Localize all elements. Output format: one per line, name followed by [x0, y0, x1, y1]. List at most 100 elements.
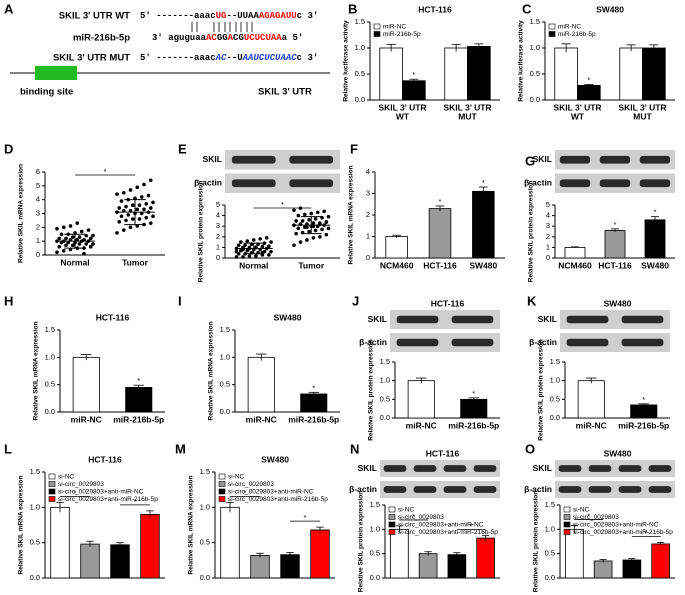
data-point [61, 249, 66, 253]
data-point [144, 215, 149, 220]
data-point [302, 212, 307, 217]
y-tick-label: 4 [36, 195, 40, 204]
legend-swatch [548, 31, 556, 37]
bar [564, 246, 586, 259]
y-tick-label: 0.5 [380, 394, 390, 403]
data-point [296, 213, 301, 218]
sequence-segment: 5' -------aaac [140, 11, 216, 21]
data-point [77, 235, 82, 239]
data-point [91, 242, 95, 246]
legend-label: si-NC [398, 507, 415, 514]
legend-label: si-circ_0029803 [398, 514, 444, 521]
x-tick-label: MUT [458, 111, 477, 121]
sequence-segment: UCUCUAAC [253, 53, 297, 63]
data-point [311, 236, 316, 240]
blot-band [648, 486, 672, 493]
data-point [135, 207, 140, 212]
chart-title: HCT-116 [96, 312, 130, 322]
y-tick-label: 1.5 [45, 325, 55, 334]
data-point [151, 200, 155, 205]
blot-band [451, 315, 494, 324]
data-point [320, 227, 324, 232]
x-tick-label: HCT-116 [598, 260, 632, 270]
y-tick-label: 0.0 [380, 413, 390, 422]
bar [247, 356, 275, 413]
blot-row [560, 333, 670, 352]
blot-label: β-actin [359, 337, 387, 347]
legend-label: si-circ_0029803+anti-miR-216b-5p [228, 496, 328, 503]
significance: * [104, 167, 107, 176]
significance: * [137, 376, 140, 385]
y-tick-label: 5 [36, 181, 40, 190]
blot-band [473, 486, 497, 493]
data-point [241, 255, 245, 259]
x-tick-label: NCM460 [558, 260, 592, 270]
y-axis-label: Relative SKIL protein expression [358, 491, 365, 592]
sequence-segment: AGAGAUU [259, 11, 297, 21]
data-point [267, 253, 271, 257]
y-tick-label: 0.5 [200, 538, 210, 547]
data-point [294, 219, 298, 223]
blot-row [225, 150, 340, 170]
x-tick-label: miR-NC [246, 414, 277, 424]
y-tick-label: 0.5 [370, 549, 380, 558]
panel-letter: G [525, 153, 535, 168]
data-point [119, 214, 124, 219]
data-point [64, 236, 68, 241]
data-point [57, 236, 62, 241]
y-axis-label: Relative SKIL mRNA expression [33, 321, 40, 420]
significance: * [439, 197, 442, 206]
x-tick-label: Tumor [122, 257, 149, 267]
legend-label: si-circ_0029803+anti-miR-NC [398, 522, 484, 529]
sequence-segment: CG [233, 33, 244, 43]
y-tick-label: 1 [36, 236, 40, 245]
legend-swatch [563, 521, 571, 528]
sequence: 5' -------aaacUG--UUAAAGAGAUUc 3' [140, 11, 318, 21]
legend-label: si-NC [573, 507, 590, 514]
y-tick-label: 2 [216, 232, 220, 241]
bar [642, 47, 666, 101]
data-point [68, 224, 73, 228]
sequence-segment: 5' -------aaac [140, 53, 216, 63]
blot-band [558, 486, 582, 493]
x-tick-label: WT [396, 111, 410, 121]
y-tick-label: 2 [36, 222, 40, 231]
y-tick-label: 1 [546, 242, 550, 251]
data-point [115, 231, 119, 235]
data-point [88, 244, 93, 249]
y-tick-label: 1.0 [200, 502, 210, 511]
blot-band [558, 465, 582, 472]
data-point [126, 213, 131, 217]
y-tick-label: 4 [546, 211, 550, 220]
y-tick-label: 3 [36, 208, 40, 217]
x-tick-label: miR-216b-5p [618, 420, 669, 430]
y-axis-label: Relative SKIL protein expression [368, 339, 375, 440]
significance: * [312, 383, 315, 392]
significance: * [470, 522, 473, 531]
data-point [305, 238, 309, 242]
sequence-segment: UG [216, 11, 227, 21]
binding-site-label: binding site [20, 87, 73, 98]
sequence-segment: A [228, 33, 234, 43]
blot-band [451, 338, 494, 347]
y-tick-label: 0 [366, 253, 370, 262]
blot-label: β-actin [529, 337, 557, 347]
bar [402, 80, 426, 101]
blot-label: β-actin [194, 178, 222, 188]
blot-band [639, 179, 671, 188]
region-label: SKIL 3' UTR [258, 87, 312, 98]
blot-row [555, 481, 675, 498]
y-tick-label: 0.5 [30, 538, 40, 547]
data-point [148, 206, 153, 210]
data-point [115, 192, 119, 196]
bar [428, 208, 452, 259]
bar [554, 47, 578, 101]
bar [418, 553, 438, 579]
bar [460, 398, 488, 419]
data-point [86, 228, 91, 232]
chart-title: HCT-116 [426, 448, 460, 458]
data-point [298, 240, 303, 244]
legend-label: miR-216b-5p [383, 31, 421, 38]
bar [300, 393, 328, 413]
